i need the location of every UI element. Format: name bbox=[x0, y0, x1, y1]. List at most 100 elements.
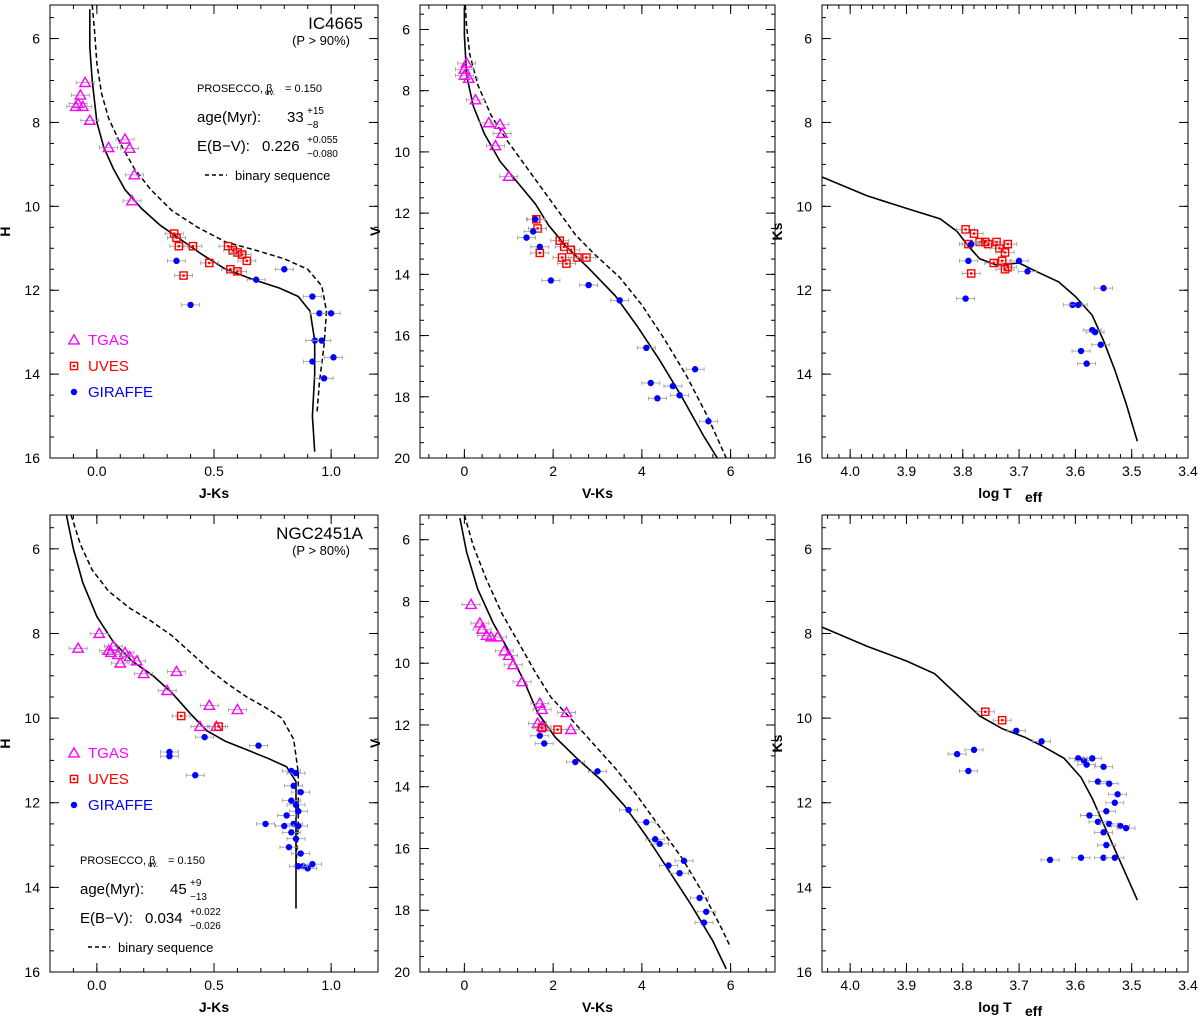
point-uves bbox=[961, 225, 970, 234]
x-axis-label: log T bbox=[978, 999, 1012, 1015]
point-uves-core bbox=[995, 240, 998, 244]
point-tgas bbox=[231, 703, 244, 715]
curves bbox=[459, 515, 732, 970]
point-uves bbox=[557, 253, 567, 262]
point-tgas bbox=[102, 141, 115, 153]
point-tgas bbox=[137, 667, 151, 679]
x-axis-label: J-Ks bbox=[199, 485, 230, 501]
point-uves bbox=[582, 253, 591, 262]
binary-legend-label: binary sequence bbox=[235, 168, 330, 183]
x-tick-label: 3.8 bbox=[953, 977, 973, 993]
point-tgas bbox=[92, 626, 106, 639]
y-tick-label: 10 bbox=[796, 198, 812, 214]
point-giraffe bbox=[1024, 268, 1031, 275]
point-giraffe bbox=[547, 277, 555, 284]
point-giraffe bbox=[255, 742, 262, 749]
point-uves-core bbox=[1003, 251, 1007, 254]
point-uves-core bbox=[540, 726, 544, 730]
point-giraffe bbox=[1091, 328, 1099, 336]
point-giraffe bbox=[532, 216, 539, 223]
point-uves-core bbox=[1003, 268, 1007, 271]
y-tick-label: 10 bbox=[24, 198, 40, 214]
point-tgas bbox=[170, 664, 183, 677]
point-uves-core bbox=[1000, 259, 1004, 263]
x-tick-label: 3.5 bbox=[1122, 977, 1142, 993]
point-giraffe bbox=[529, 228, 537, 235]
ebv-label: E(B−V): bbox=[80, 910, 133, 927]
point-giraffe bbox=[665, 862, 672, 869]
point-uves-core bbox=[240, 253, 244, 256]
legend-label-giraffe: GIRAFFE bbox=[88, 797, 153, 814]
point-giraffe bbox=[318, 337, 325, 344]
point-uves-core bbox=[217, 725, 220, 728]
point-giraffe bbox=[647, 379, 654, 387]
y-tick-label: 14 bbox=[394, 779, 410, 795]
panel-ngc2451a-h-jk: 0.0 0.5 1.0 6 8 10 12 14 16 J-Ks H NGC2451A(P > 80%… bbox=[0, 514, 379, 1015]
isochrone-curve bbox=[463, 8, 718, 458]
x-tick-label: 3.4 bbox=[1178, 463, 1198, 479]
point-tgas bbox=[475, 622, 489, 634]
point-tgas bbox=[78, 75, 92, 88]
point-giraffe bbox=[1097, 341, 1104, 348]
ebv-value: 0.034 bbox=[145, 910, 183, 927]
point-giraffe bbox=[700, 919, 708, 926]
model-subscript: ov. bbox=[265, 88, 275, 97]
point-giraffe bbox=[970, 746, 978, 754]
y-tick-label: 8 bbox=[402, 593, 410, 609]
point-giraffe bbox=[1094, 778, 1102, 785]
x-tick-label: 4.0 bbox=[840, 977, 860, 993]
point-giraffe bbox=[962, 295, 969, 302]
point-uves-core bbox=[984, 240, 987, 244]
data-points bbox=[68, 626, 322, 872]
point-tgas bbox=[104, 645, 118, 658]
plot-frame bbox=[821, 514, 1189, 973]
point-tgas bbox=[495, 126, 509, 139]
point-uves-core bbox=[536, 227, 539, 230]
binary-sequence-curve bbox=[91, 5, 328, 412]
point-giraffe bbox=[680, 857, 688, 865]
point-uves-core bbox=[585, 256, 588, 259]
x-tick-label: 3.9 bbox=[897, 977, 917, 993]
point-giraffe bbox=[1075, 301, 1082, 309]
point-uves-core bbox=[191, 244, 195, 248]
point-giraffe bbox=[1013, 727, 1020, 735]
point-uves bbox=[174, 241, 184, 251]
curves bbox=[463, 5, 727, 458]
x-axis-label: J-Ks bbox=[199, 999, 230, 1015]
point-tgas bbox=[460, 56, 473, 68]
y-tick-label: 12 bbox=[24, 795, 40, 811]
point-giraffe bbox=[1077, 854, 1085, 861]
point-uves-core bbox=[998, 247, 1001, 250]
binary-sequence-curve bbox=[464, 5, 727, 458]
age-error-minus: −8 bbox=[307, 120, 319, 131]
plot-frame bbox=[419, 4, 776, 459]
age-label: age(Myr): bbox=[197, 109, 261, 126]
point-uves bbox=[237, 250, 247, 259]
point-tgas bbox=[535, 702, 549, 715]
point-uves bbox=[233, 267, 242, 276]
point-giraffe bbox=[1015, 257, 1023, 265]
point-giraffe bbox=[295, 863, 302, 870]
point-giraffe bbox=[572, 758, 579, 766]
point-tgas bbox=[482, 116, 496, 128]
point-giraffe bbox=[295, 822, 302, 830]
y-tick-label: 18 bbox=[394, 902, 410, 918]
x-tick-label: 4.0 bbox=[840, 463, 860, 479]
panel-title: NGC2451A bbox=[276, 524, 364, 543]
x-tick-label: 3.4 bbox=[1178, 977, 1198, 993]
point-uves bbox=[1000, 264, 1010, 274]
point-giraffe bbox=[1111, 854, 1119, 861]
point-giraffe bbox=[594, 768, 601, 775]
point-giraffe bbox=[288, 797, 295, 804]
point-tgas bbox=[506, 658, 520, 670]
legend-label-uves: UVES bbox=[88, 358, 129, 375]
point-tgas bbox=[464, 597, 478, 610]
plot-frame bbox=[49, 514, 379, 973]
point-uves bbox=[242, 256, 252, 266]
point-giraffe bbox=[304, 865, 311, 872]
point-giraffe bbox=[201, 733, 208, 741]
legend-label-tgas: TGAS bbox=[88, 745, 129, 762]
point-uves-core bbox=[231, 249, 234, 252]
point-giraffe bbox=[1122, 824, 1130, 832]
point-giraffe bbox=[330, 354, 337, 361]
